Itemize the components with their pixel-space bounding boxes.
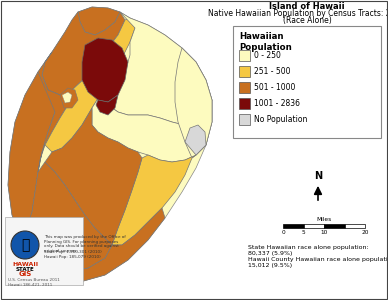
- Polygon shape: [8, 72, 60, 240]
- Text: (Race Alone): (Race Alone): [282, 16, 331, 25]
- Text: N: N: [314, 171, 322, 181]
- Text: 🌐: 🌐: [21, 238, 29, 252]
- Text: Native Hawaiian Population by Census Tracts: 2010: Native Hawaiian Population by Census Tra…: [208, 9, 388, 18]
- Polygon shape: [96, 95, 118, 115]
- Text: 1001 - 2836: 1001 - 2836: [254, 99, 300, 108]
- Bar: [283, 224, 303, 228]
- Polygon shape: [92, 75, 212, 162]
- Text: STATE: STATE: [16, 267, 35, 272]
- Bar: [5, 217, 83, 285]
- Polygon shape: [42, 12, 125, 95]
- Text: Miles: Miles: [316, 217, 332, 222]
- Text: 0 - 250: 0 - 250: [254, 51, 281, 60]
- Text: State Hawaiian race alone population:: State Hawaiian race alone population:: [248, 245, 369, 250]
- Polygon shape: [78, 7, 120, 35]
- Text: HAWAII: HAWAII: [12, 262, 38, 267]
- Bar: [324, 224, 345, 228]
- Text: No Population: No Population: [254, 115, 307, 124]
- Text: 20: 20: [361, 230, 369, 235]
- Polygon shape: [112, 155, 196, 245]
- Text: GIS: GIS: [18, 272, 32, 278]
- Polygon shape: [38, 52, 72, 172]
- Polygon shape: [185, 125, 206, 155]
- Bar: [239, 82, 250, 93]
- Text: 15,012 (9.5%): 15,012 (9.5%): [248, 263, 292, 268]
- Polygon shape: [175, 48, 212, 158]
- Bar: [239, 114, 250, 125]
- Polygon shape: [38, 208, 165, 282]
- Bar: [233, 26, 381, 138]
- Bar: [239, 50, 250, 61]
- Polygon shape: [108, 12, 212, 125]
- Bar: [345, 224, 365, 228]
- Polygon shape: [82, 38, 128, 102]
- Text: 10: 10: [320, 230, 328, 235]
- Text: 501 - 1000: 501 - 1000: [254, 83, 295, 92]
- Polygon shape: [60, 88, 78, 108]
- Text: 251 - 500: 251 - 500: [254, 67, 291, 76]
- Circle shape: [11, 231, 39, 259]
- Polygon shape: [45, 18, 135, 152]
- Text: 80,337 (5.9%): 80,337 (5.9%): [248, 251, 293, 256]
- Text: State Pop: 1,360,301 (2010)
Hawaii Pop: 185,079 (2010): State Pop: 1,360,301 (2010) Hawaii Pop: …: [44, 250, 102, 259]
- Polygon shape: [8, 7, 212, 282]
- Bar: [239, 98, 250, 109]
- Bar: [239, 66, 250, 77]
- Text: Hawaiian
Population: Hawaiian Population: [239, 32, 292, 52]
- Polygon shape: [22, 162, 112, 272]
- Text: 0: 0: [281, 230, 285, 235]
- Text: Island of Hawaii: Island of Hawaii: [269, 2, 345, 11]
- Polygon shape: [45, 108, 142, 245]
- Text: This map was produced by the Office of
Planning GIS. For planning purposes
only.: This map was produced by the Office of P…: [44, 235, 126, 253]
- Text: Hawaii County Hawaiian race alone population:: Hawaii County Hawaiian race alone popula…: [248, 257, 388, 262]
- Bar: [303, 224, 324, 228]
- Text: 5: 5: [301, 230, 305, 235]
- Text: U.S. Census Bureau 2011
Hawaii 186,421, 2011: U.S. Census Bureau 2011 Hawaii 186,421, …: [8, 278, 60, 286]
- Polygon shape: [62, 92, 72, 103]
